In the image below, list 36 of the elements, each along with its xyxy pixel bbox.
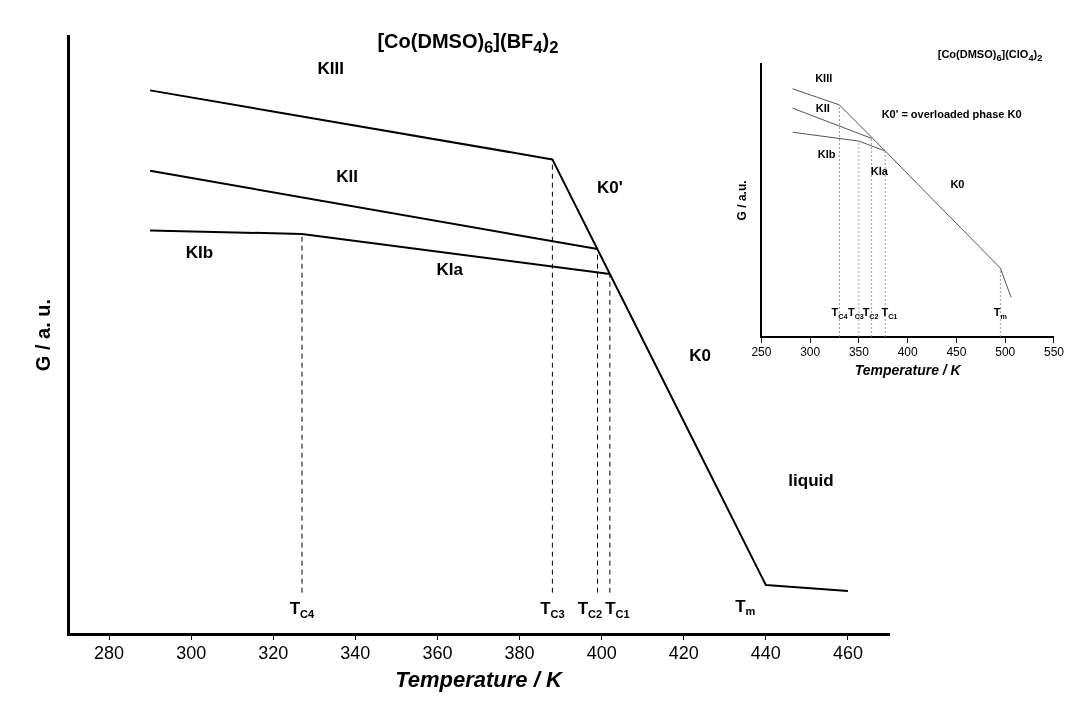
annotation: KIb [817, 148, 836, 161]
x-axis-title: Temperature / K [395, 666, 564, 692]
annotation: K0' [596, 178, 623, 198]
x-tick-label: 500 [995, 345, 1016, 360]
chart-title: [Co(DMSO)$_{6}$](BF$_{4}$)$_{2}$ [376, 30, 560, 58]
annotation: K0 [689, 346, 712, 366]
x-tick-label: 300 [800, 345, 821, 360]
annotation: K0 [950, 178, 965, 191]
x-tick-label: 280 [94, 642, 125, 663]
x-tick-label: 300 [176, 642, 207, 663]
x-tick-label: 320 [258, 642, 289, 663]
x-tick-label: 420 [668, 642, 699, 663]
y-axis-title: G / a. u. [31, 298, 54, 372]
x-axis-title: Temperature / K [854, 362, 962, 379]
annotation: KIa [870, 164, 889, 177]
x-tick-label: 400 [897, 345, 919, 360]
text: KIII [815, 72, 833, 85]
x-tick-label: 250 [751, 345, 772, 360]
annotation: K0' = overloaded phase K0 [881, 107, 1022, 120]
x-tick-label: 350 [848, 345, 870, 360]
x-tick-label: 550 [1043, 345, 1065, 360]
x-tick-label: 440 [750, 642, 781, 663]
x-tick-label: 400 [586, 642, 617, 663]
text: KIII [317, 58, 344, 78]
annotation: KII [336, 166, 359, 186]
x-tick-label: 360 [422, 642, 453, 663]
chart-title: [Co(DMSO)$_{6}$](ClO$_{4}$)$_{2}$ [936, 48, 1044, 64]
annotation: KIb [185, 243, 214, 263]
annotation: KII [815, 101, 830, 114]
annotation: liquid [788, 471, 834, 491]
x-tick-label: 340 [340, 642, 371, 663]
annotation: KIa [436, 259, 464, 279]
y-axis-title: G / a.u. [734, 180, 749, 221]
x-tick-label: 450 [946, 345, 967, 360]
x-tick-label: 460 [832, 642, 863, 663]
x-tick-label: 380 [504, 642, 535, 663]
